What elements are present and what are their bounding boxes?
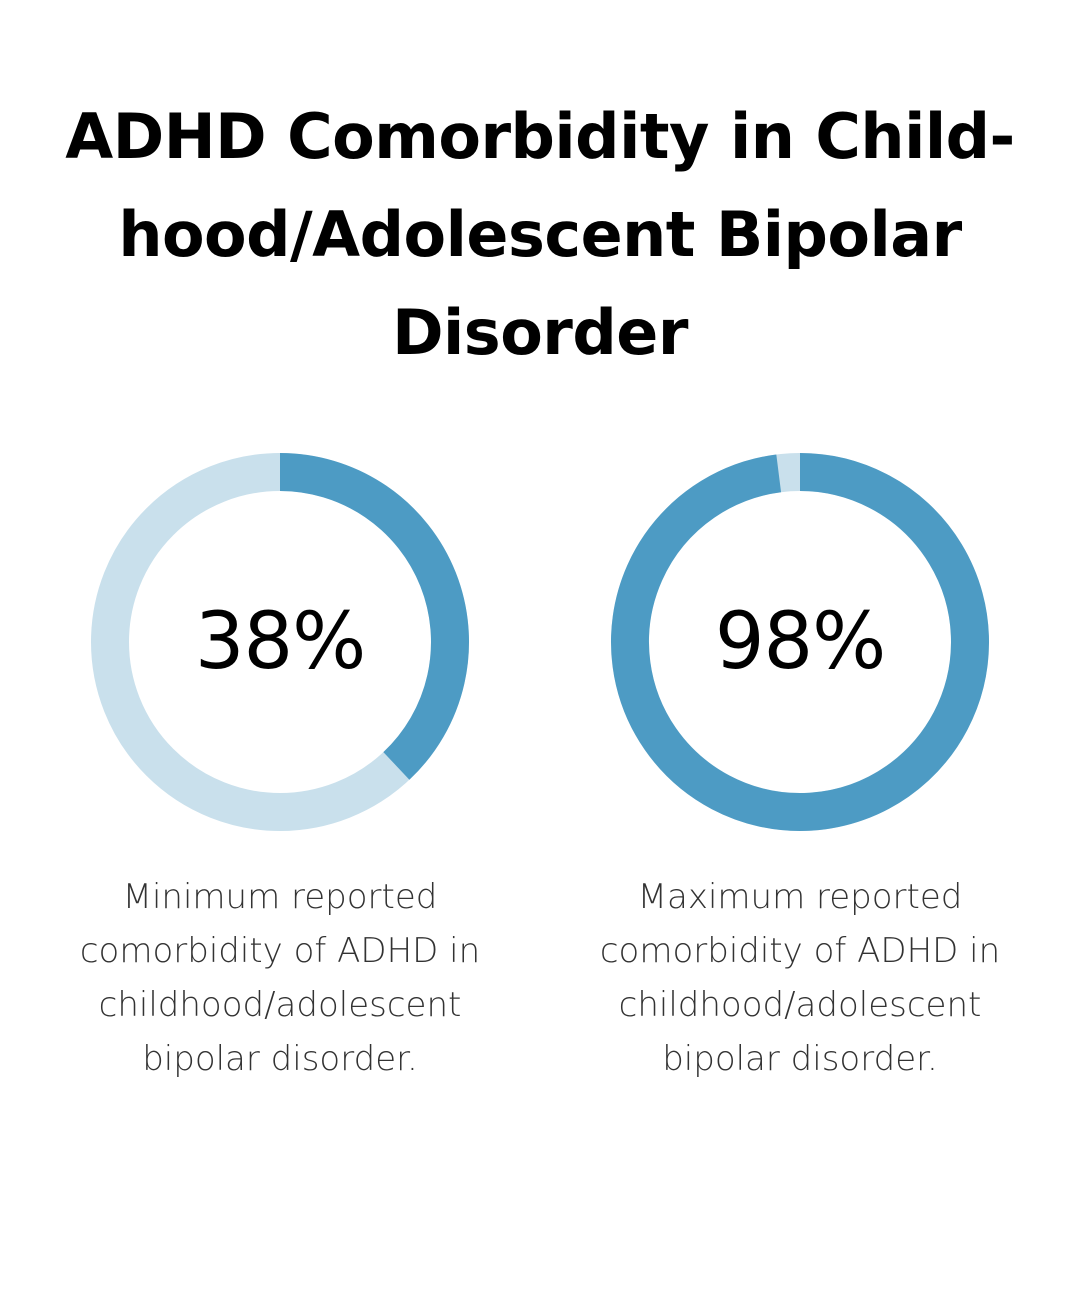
caption-line: comorbidity of ADHD in — [79, 931, 481, 971]
title-line: Disorder — [392, 296, 688, 369]
donut-svg — [91, 453, 469, 831]
caption-line: bipolar disorder. — [142, 1039, 418, 1079]
caption-line: comorbidity of ADHD in — [599, 931, 1001, 971]
donut-chart-maximum: 98% — [610, 452, 990, 832]
caption-line: bipolar disorder. — [662, 1039, 938, 1079]
page-title: ADHD Comorbidity in Child- hood/Adolesce… — [30, 88, 1050, 382]
caption-maximum: Maximum reported comorbidity of ADHD in … — [580, 870, 1020, 1086]
donut-value-arc — [279, 453, 469, 780]
caption-line: childhood/adolescent — [618, 985, 982, 1025]
caption-line: childhood/adolescent — [98, 985, 462, 1025]
title-line: hood/Adolescent Bipolar — [118, 198, 962, 271]
donut-svg — [611, 453, 989, 831]
donut-value-label: 38% — [194, 597, 366, 687]
caption-line: Minimum reported — [122, 877, 438, 917]
caption-line: Maximum reported — [637, 877, 963, 917]
caption-minimum: Minimum reported comorbidity of ADHD in … — [60, 870, 500, 1086]
donut-value-arc — [611, 453, 989, 831]
donut-chart-minimum: 38% — [90, 452, 470, 832]
title-line: ADHD Comorbidity in Child- — [65, 100, 1015, 173]
donut-value-label: 98% — [714, 597, 886, 687]
